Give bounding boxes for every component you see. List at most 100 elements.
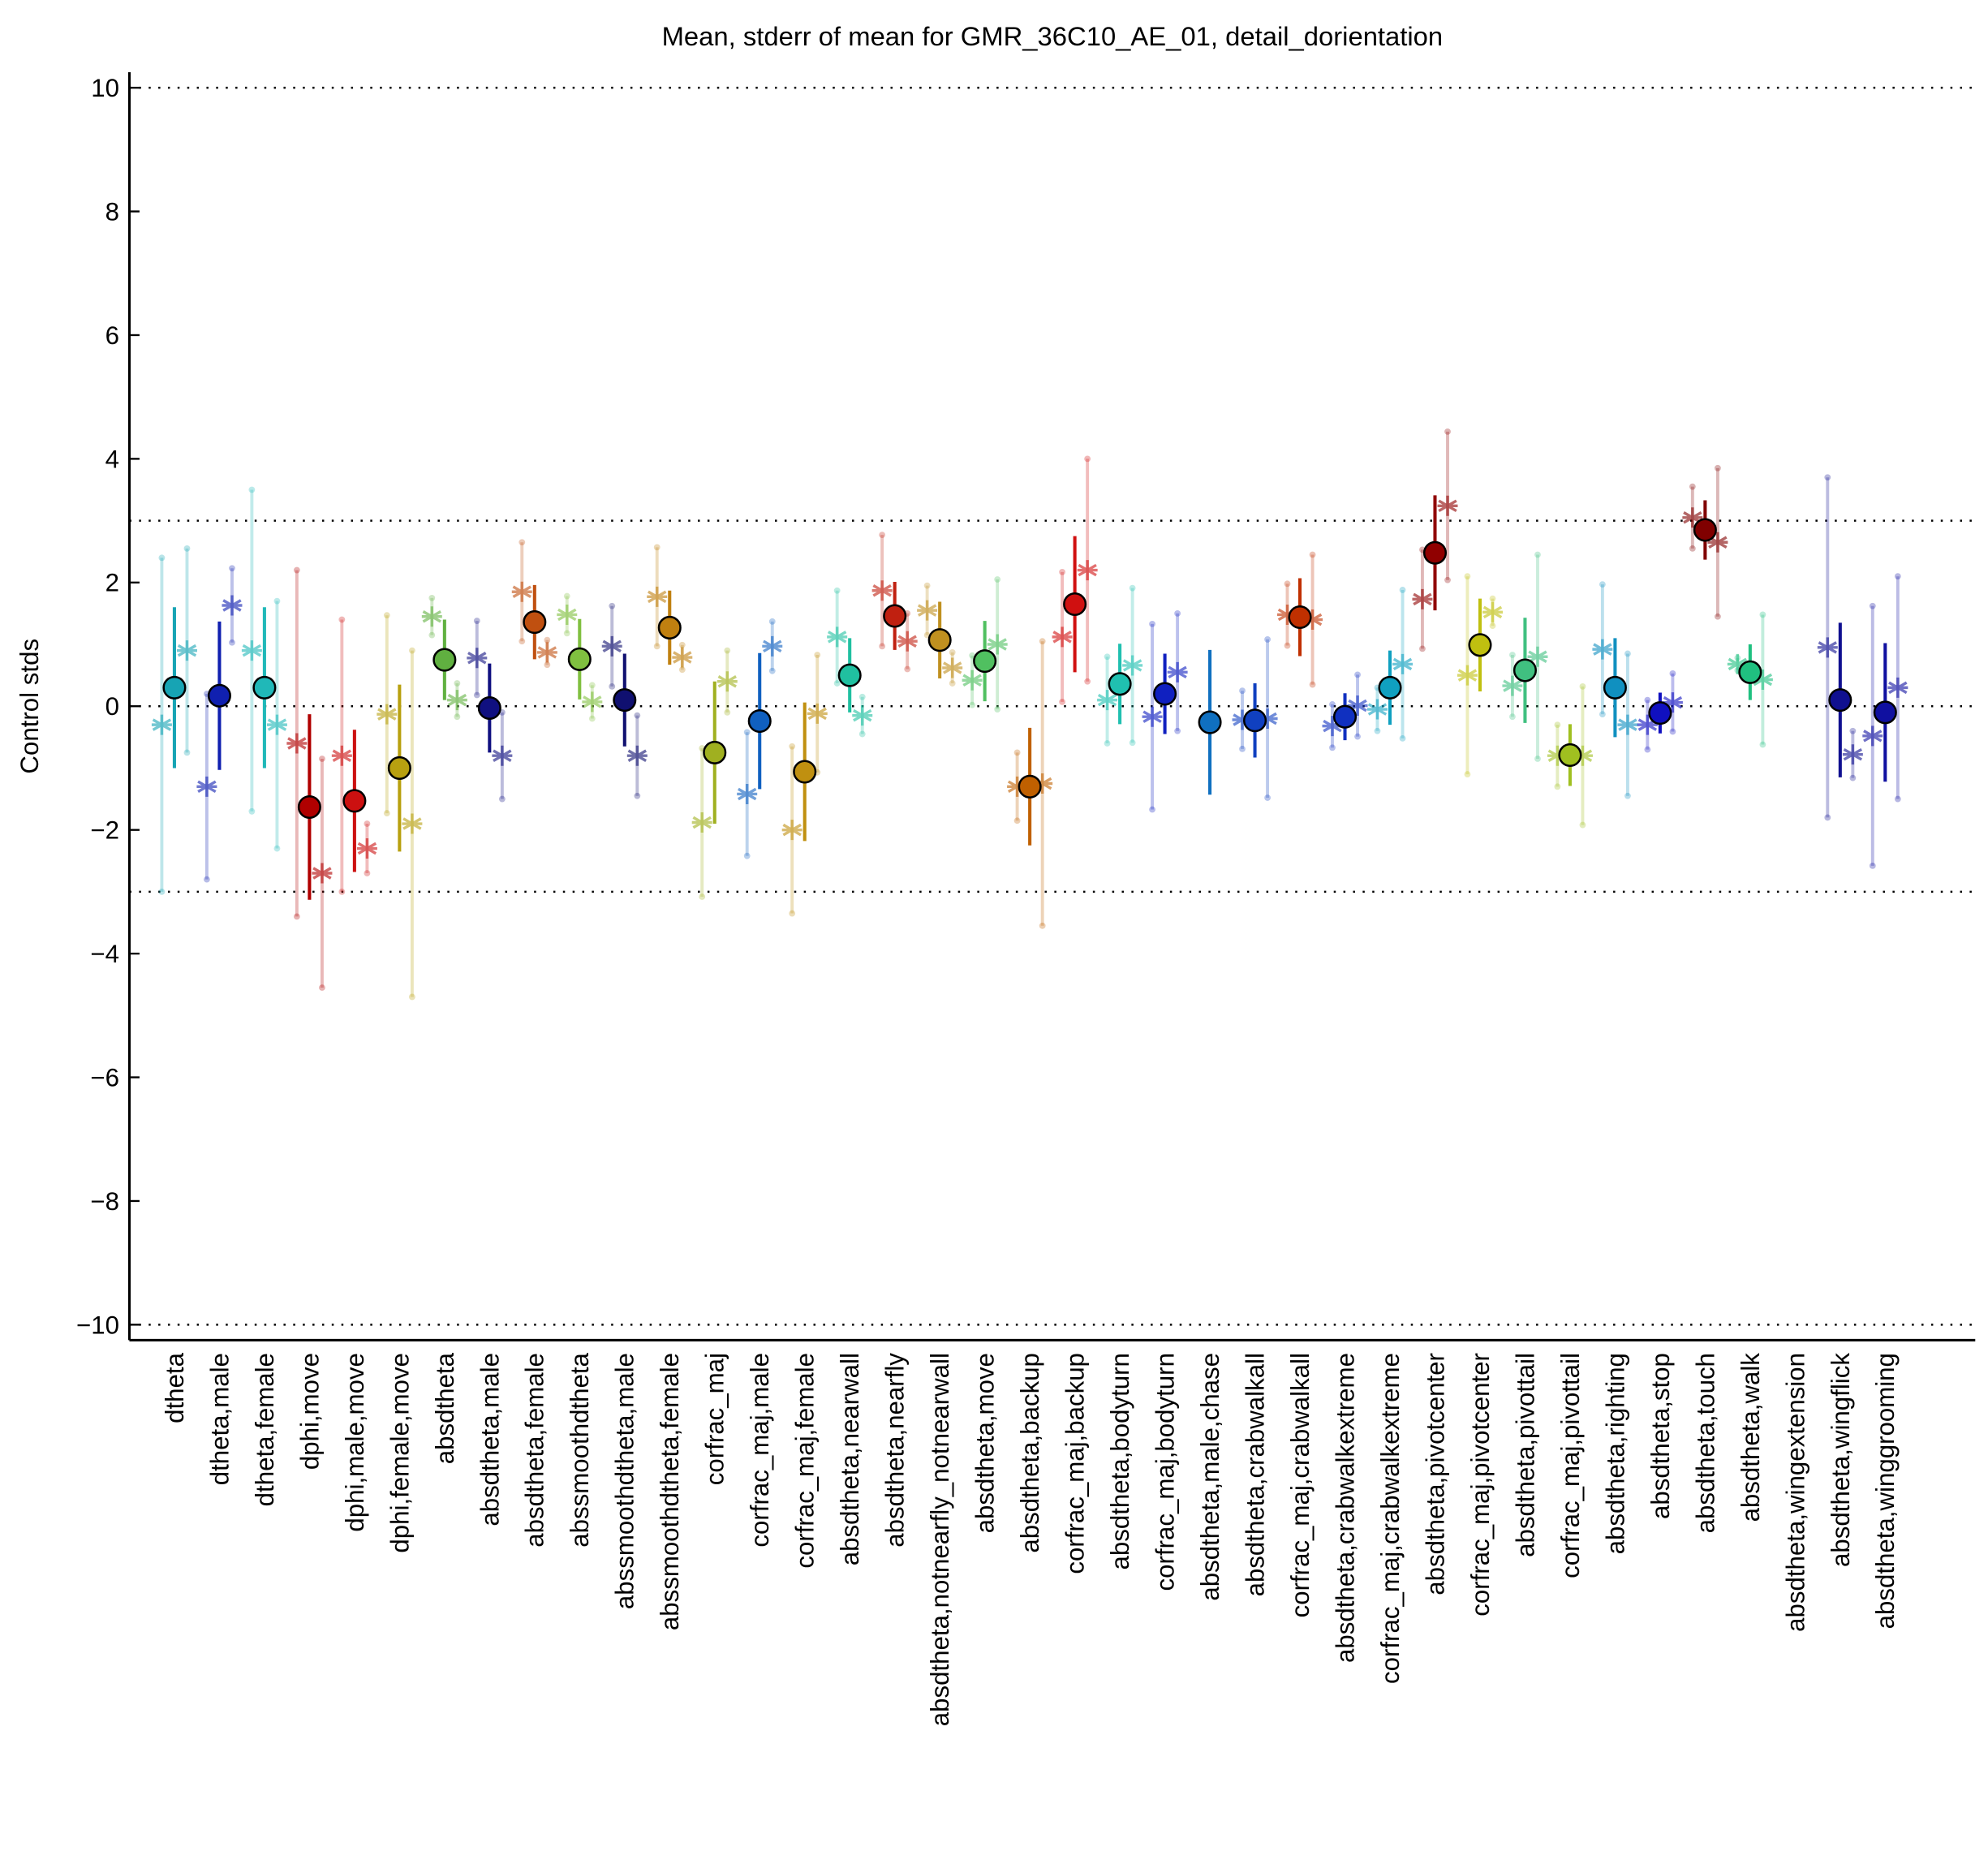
mean-marker — [1558, 743, 1582, 767]
female-error-bar-cap — [273, 845, 281, 852]
female-error-bar-cap — [1399, 734, 1406, 742]
x-tick-label: absdtheta,touch — [1691, 1353, 1719, 1533]
male-error-bar-cap — [338, 888, 346, 895]
female-error-bar-cap — [1489, 595, 1496, 602]
female-error-bar-cap — [678, 666, 686, 674]
male-error-bar-cap — [833, 587, 841, 594]
female-marker — [852, 705, 873, 726]
male-error-bar-cap — [293, 913, 300, 920]
mean-marker — [387, 756, 411, 780]
y-tick-label: 8 — [105, 197, 119, 226]
female-error-bar-cap — [814, 652, 821, 658]
female-error-bar-cap — [1624, 792, 1631, 799]
x-tick-label: abssmoothdtheta,female — [656, 1353, 684, 1630]
male-marker — [1862, 725, 1883, 747]
x-tick-label: dphi,female,move — [385, 1353, 414, 1553]
female-marker — [1527, 646, 1548, 667]
y-tick-label: 6 — [105, 321, 119, 350]
male-marker — [691, 812, 712, 833]
female-error-bar-cap — [498, 795, 506, 803]
x-tick-label: corfrac_maj,pivotcenter — [1466, 1353, 1495, 1617]
male-error-bar-cap — [383, 612, 390, 619]
male-error-bar-cap — [1284, 642, 1291, 649]
male-marker — [1232, 709, 1253, 730]
female-marker — [1707, 532, 1728, 553]
male-marker — [871, 580, 893, 601]
female-marker — [1887, 677, 1908, 698]
x-tick-label: absdtheta,crabwalkextreme — [1331, 1353, 1359, 1663]
female-error-bar-cap — [1669, 728, 1676, 735]
mean-marker — [1648, 701, 1672, 725]
mean-marker — [1288, 605, 1312, 630]
y-axis-label: Control stds — [15, 639, 44, 774]
mean-marker — [1378, 675, 1402, 700]
male-marker — [1547, 745, 1568, 766]
x-tick-label: corfrac_maj,bodyturn — [1151, 1353, 1180, 1591]
male-marker — [1637, 714, 1658, 735]
female-error-bar-cap — [724, 647, 731, 654]
female-error-bar-cap — [183, 749, 191, 756]
y-tick-label: −2 — [90, 816, 119, 845]
male-error-bar-cap — [1689, 545, 1696, 552]
male-error-bar-cap — [833, 680, 841, 687]
male-error-bar-cap — [743, 729, 751, 736]
mean-marker — [1693, 518, 1717, 542]
x-tick-label: absdtheta,female — [521, 1353, 549, 1548]
female-error-bar-cap — [858, 693, 866, 700]
male-marker — [1592, 639, 1613, 660]
female-error-bar-cap — [1039, 638, 1046, 645]
male-marker — [1322, 716, 1343, 737]
female-marker — [402, 813, 423, 834]
female-error-bar-cap — [1309, 551, 1316, 558]
female-error-bar-cap — [768, 667, 776, 674]
male-error-bar-cap — [1149, 806, 1155, 813]
male-marker — [917, 600, 938, 621]
female-marker — [1482, 601, 1503, 622]
x-tick-label: corfrac_maj — [701, 1353, 729, 1485]
mean-marker — [747, 709, 772, 734]
male-marker — [781, 820, 803, 841]
male-marker — [286, 733, 308, 754]
x-tick-label: absdtheta — [431, 1352, 459, 1464]
male-error-bar-cap — [1149, 620, 1155, 627]
female-marker — [1122, 655, 1143, 676]
female-error-bar-cap — [1444, 428, 1451, 435]
female-error-bar-cap — [634, 712, 641, 719]
female-error-bar-cap — [1669, 670, 1676, 677]
x-tick-label: corfrac_maj,backup — [1061, 1353, 1090, 1574]
female-error-bar-cap — [1715, 464, 1721, 471]
male-error-bar-cap — [653, 643, 661, 650]
female-error-bar-cap — [1579, 821, 1586, 829]
mean-marker — [1828, 688, 1852, 713]
male-error-bar-cap — [1869, 862, 1876, 869]
female-error-bar-cap — [1129, 739, 1136, 747]
male-marker — [467, 648, 488, 669]
mean-marker — [252, 675, 277, 700]
x-tick-label: absdtheta,crabwalkall — [1241, 1353, 1269, 1596]
male-error-bar-cap — [743, 852, 751, 859]
female-error-bar-cap — [1489, 622, 1496, 630]
female-error-bar-cap — [1534, 756, 1541, 762]
male-marker — [737, 783, 758, 804]
female-marker — [1347, 695, 1368, 716]
male-marker — [647, 586, 668, 607]
female-error-bar-cap — [408, 993, 415, 1001]
x-tick-label: absdtheta,wingflick — [1827, 1353, 1855, 1567]
female-error-bar-cap — [273, 597, 281, 605]
male-error-bar-cap — [1644, 746, 1651, 753]
male-error-bar-cap — [699, 893, 706, 900]
male-error-bar-cap — [879, 532, 886, 539]
x-tick-label: dtheta — [161, 1352, 189, 1423]
y-tick-label: 10 — [91, 74, 119, 102]
male-error-bar-cap — [1824, 814, 1831, 821]
female-marker — [266, 714, 287, 735]
mean-marker — [207, 683, 231, 708]
male-error-bar-cap — [923, 582, 931, 589]
y-tick-label: −10 — [76, 1311, 119, 1339]
female-error-bar-cap — [319, 756, 325, 762]
female-error-bar-cap — [319, 984, 325, 991]
male-error-bar-cap — [789, 910, 796, 917]
x-tick-label: corfrac_maj,female — [791, 1353, 820, 1569]
mean-marker — [1738, 660, 1762, 684]
